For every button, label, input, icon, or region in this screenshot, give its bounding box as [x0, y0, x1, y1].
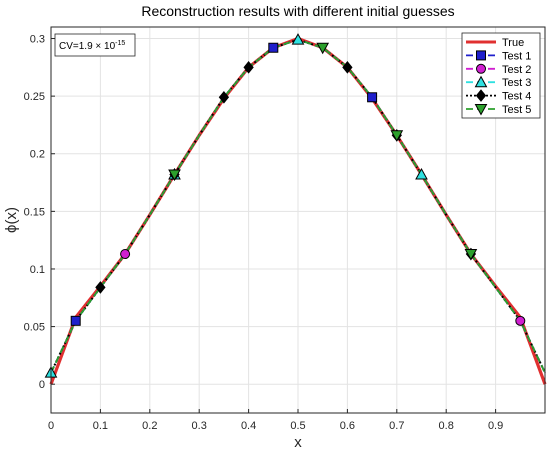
- x-tick-label: 0.1: [93, 420, 108, 432]
- y-tick-label: 0.1: [30, 264, 45, 276]
- legend-item-true: True: [466, 37, 524, 49]
- x-tick-label: 0.4: [241, 420, 256, 432]
- x-tick-label: 0.5: [290, 420, 305, 432]
- cv-annotation: CV=1.9 × 10-15: [54, 33, 136, 57]
- data-point-test-3: [291, 33, 305, 45]
- legend-label: Test 5: [502, 104, 531, 116]
- legend-label: Test 1: [502, 50, 531, 62]
- data-point-test-2: [515, 315, 526, 326]
- cv-annotation-text: CV=1.9 × 10-15: [59, 40, 125, 52]
- x-tick-label: 0.8: [439, 420, 454, 432]
- legend-swatch-marker: [476, 63, 486, 74]
- data-point-test-4: [342, 61, 353, 74]
- x-tick-label: 0.7: [389, 420, 404, 432]
- legend-label: Test 4: [502, 91, 531, 103]
- y-tick-label: 0: [39, 379, 45, 391]
- y-tick-label: 0.15: [24, 206, 45, 218]
- y-tick-label: 0.3: [30, 34, 45, 46]
- legend-swatch-marker: [476, 50, 486, 61]
- grid: [50, 27, 545, 413]
- data-point-test-1: [268, 42, 279, 53]
- legend-swatch-marker: [475, 89, 487, 102]
- data-point-test-2: [120, 248, 131, 259]
- cv-annotation-prefix: CV=1.9 × 10: [59, 41, 116, 52]
- legend-item-test-3: Test 3: [466, 75, 531, 89]
- legend-item-test-2: Test 2: [466, 63, 531, 76]
- data-point-test-4: [95, 281, 106, 294]
- y-tick-label: 0.2: [30, 149, 45, 161]
- legend-item-test-5: Test 5: [466, 104, 531, 116]
- x-tick-label: 0.9: [488, 420, 503, 432]
- ticks: 0 0.1 0.2 0.3 0.4 0.5 0.6 0.7 0.8 0.9 0 0.05 0.1 0.15…: [24, 34, 504, 432]
- data-point-test-1: [367, 92, 378, 103]
- chart-title: Reconstruction results with different in…: [141, 3, 454, 19]
- y-tick-label: 0.05: [24, 322, 45, 334]
- y-tick-label: 0.25: [24, 91, 45, 103]
- legend-label: Test 2: [502, 64, 531, 76]
- data-point-test-4: [218, 90, 230, 104]
- x-tick-label: 0.3: [192, 420, 207, 432]
- legend-item-test-1: Test 1: [466, 50, 531, 62]
- data-point-test-3: [415, 167, 428, 180]
- data-point-test-1: [70, 315, 81, 326]
- legend-swatch-marker: [474, 104, 488, 116]
- data-point-test-4: [243, 61, 254, 74]
- y-axis-label: ϕ(x): [3, 207, 20, 233]
- cv-annotation-exponent: -15: [115, 40, 125, 47]
- legend-label: True: [502, 37, 524, 49]
- x-tick-label: 0.6: [340, 420, 355, 432]
- cv-annotation-box: [54, 33, 136, 57]
- legend-label: Test 3: [502, 77, 531, 89]
- data-point-test-5: [390, 130, 404, 142]
- x-axis-label: x: [294, 434, 302, 451]
- legend-swatch-marker: [474, 75, 488, 88]
- x-tick-label: 0.2: [142, 420, 157, 432]
- legend-item-test-4: Test 4: [466, 89, 531, 103]
- legend-box: [461, 32, 541, 119]
- data-point-test-5: [316, 42, 330, 55]
- data-point-test-5: [168, 169, 181, 182]
- data-point-test-5: [464, 248, 478, 261]
- x-tick-label: 0: [48, 420, 54, 432]
